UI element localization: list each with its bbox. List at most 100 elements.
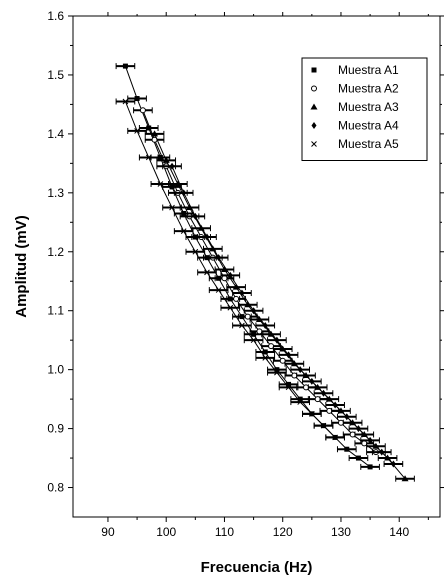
marker-square	[157, 154, 163, 160]
marker-circle	[311, 85, 317, 92]
legend-item: Muestra A1	[311, 63, 399, 77]
marker-diamond	[311, 122, 317, 129]
marker-square	[344, 446, 350, 452]
marker-square	[251, 331, 257, 337]
marker-triangle	[244, 301, 252, 308]
marker-circle	[361, 440, 368, 447]
marker-triangle	[151, 130, 159, 137]
marker-x	[320, 422, 327, 429]
marker-circle	[268, 343, 275, 350]
axis-ticks: 90 100 110 120 130 140 0.8 0.9 1.0 1.1 1.2 1.3 1.4 1.…	[47, 9, 444, 539]
marker-x	[297, 399, 304, 405]
x-tick-label: 130	[331, 525, 351, 539]
y-tick-label: 1.6	[47, 9, 64, 23]
marker-circle	[326, 407, 333, 414]
x-tick-label: 100	[156, 525, 176, 539]
series-line	[171, 166, 394, 465]
marker-triangle	[310, 103, 318, 110]
series-5	[115, 98, 345, 441]
series-3	[144, 130, 415, 482]
marker-circle	[314, 396, 321, 403]
marker-x	[204, 269, 210, 276]
marker-x	[134, 128, 140, 134]
marker-circle	[337, 419, 344, 426]
marker-square	[311, 67, 317, 73]
marker-diamond	[274, 336, 280, 344]
marker-diamond	[320, 389, 326, 397]
marker-circle	[291, 372, 298, 379]
marker-diamond	[181, 189, 187, 197]
marker-diamond	[367, 436, 373, 444]
legend-item: Muestra A3	[310, 100, 399, 114]
marker-x	[274, 369, 280, 376]
y-tick-label: 1.4	[47, 127, 64, 141]
marker-diamond	[227, 271, 233, 279]
marker-diamond	[262, 321, 268, 329]
marker-x	[332, 434, 338, 441]
marker-triangle	[401, 475, 409, 482]
marker-square	[146, 125, 152, 131]
x-tick-label: 90	[101, 525, 115, 539]
series-4	[162, 162, 404, 468]
marker-diamond	[251, 307, 257, 315]
y-tick-label: 1.2	[47, 245, 64, 259]
y-tick-label: 1.5	[47, 68, 64, 82]
marker-diamond	[355, 425, 361, 433]
marker-triangle	[162, 156, 170, 163]
marker-circle	[244, 313, 251, 320]
series-line	[142, 110, 377, 453]
marker-x	[239, 322, 245, 329]
marker-diamond	[332, 401, 338, 409]
marker-square	[297, 396, 303, 402]
x-tick-label: 110	[215, 525, 234, 539]
y-tick-label: 0.9	[47, 422, 64, 436]
marker-x	[308, 410, 315, 417]
legend: Muestra A1 Muestra A2 Muestra A3 Muestra A4…	[301, 57, 428, 161]
marker-diamond	[390, 460, 396, 468]
plot-marks	[115, 63, 415, 482]
marker-diamond	[169, 162, 175, 170]
legend-label: Muestra A4	[338, 119, 399, 133]
plot-frame	[72, 15, 441, 518]
y-tick-label: 1.1	[47, 304, 64, 318]
marker-square	[122, 63, 128, 69]
legend-box	[301, 57, 428, 161]
marker-x	[285, 384, 292, 391]
marker-x	[169, 204, 175, 211]
marker-diamond	[286, 351, 292, 359]
marker-circle	[279, 357, 286, 364]
legend-label: Muestra A5	[338, 137, 399, 151]
marker-x	[192, 248, 199, 255]
marker-x	[227, 304, 234, 311]
legend-label: Muestra A1	[338, 63, 399, 77]
marker-circle	[221, 275, 228, 282]
marker-square	[367, 464, 373, 470]
marker-square	[181, 210, 187, 216]
y-tick-label: 1.0	[47, 363, 64, 377]
legend-label: Muestra A2	[338, 82, 399, 96]
marker-circle	[303, 384, 310, 391]
marker-x	[180, 228, 187, 234]
marker-square	[274, 367, 280, 373]
marker-x	[215, 287, 222, 293]
marker-diamond	[344, 413, 350, 421]
x-axis-title: Frecuencia (Hz)	[201, 559, 313, 576]
marker-x	[157, 181, 164, 187]
marker-diamond	[216, 254, 222, 262]
marker-x	[122, 98, 129, 105]
marker-x	[250, 337, 257, 344]
marker-square	[286, 381, 292, 387]
legend-item: Muestra A4	[311, 119, 399, 133]
marker-diamond	[297, 366, 303, 374]
marker-circle	[349, 431, 356, 438]
legend-item: Muestra A5	[311, 137, 399, 151]
marker-diamond	[309, 377, 315, 385]
marker-square	[169, 184, 175, 190]
marker-x	[311, 141, 317, 147]
marker-triangle	[232, 283, 240, 290]
x-tick-label: 120	[273, 525, 293, 539]
marker-diamond	[204, 233, 210, 241]
marker-square	[134, 96, 140, 102]
legend-item: Muestra A2	[311, 82, 399, 96]
legend-label: Muestra A3	[338, 100, 399, 114]
